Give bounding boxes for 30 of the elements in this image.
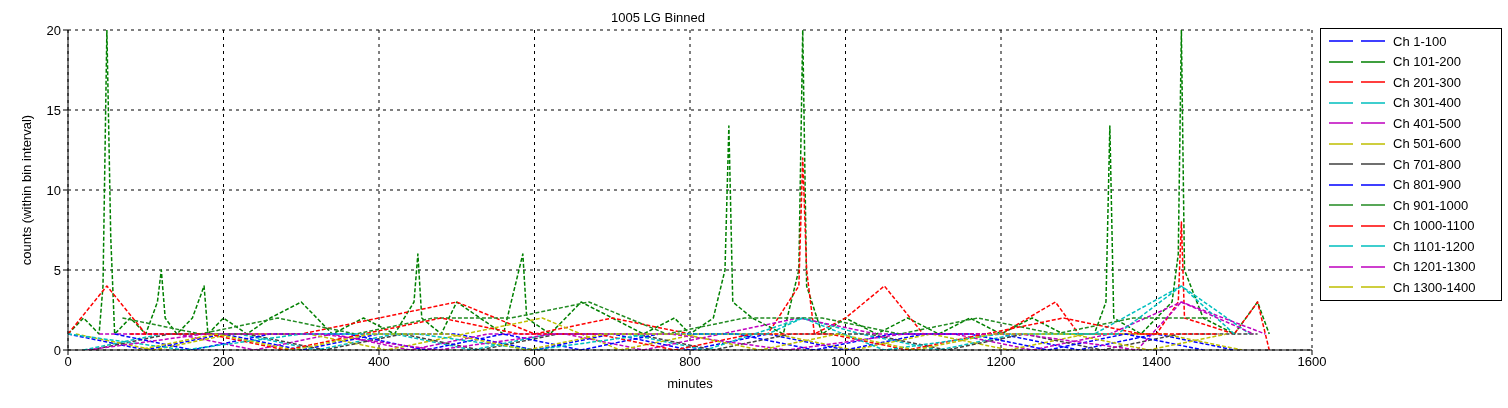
x-tick-label: 800 bbox=[679, 354, 701, 370]
x-tick-label: 0 bbox=[64, 354, 72, 370]
legend-label: Ch 1000-1100 bbox=[1393, 218, 1475, 234]
legend-label: Ch 501-600 bbox=[1393, 136, 1461, 152]
legend-label: Ch 101-200 bbox=[1393, 54, 1461, 70]
x-axis-title: minutes bbox=[667, 376, 714, 391]
legend-label: Ch 901-1000 bbox=[1393, 197, 1469, 213]
x-tick-label: 1000 bbox=[831, 354, 860, 370]
x-tick-label: 1600 bbox=[1297, 354, 1327, 370]
x-tick-label: 600 bbox=[523, 354, 546, 370]
legend-label: Ch 301-400 bbox=[1393, 95, 1461, 111]
legend-label: Ch 801-900 bbox=[1393, 177, 1461, 193]
legend-label: Ch 1101-1200 bbox=[1393, 238, 1475, 254]
y-tick-label: 0 bbox=[53, 342, 61, 358]
x-tick-label: 400 bbox=[368, 354, 390, 370]
legend-label: Ch 1300-1400 bbox=[1393, 279, 1476, 295]
legend-label: Ch 701-800 bbox=[1393, 156, 1461, 172]
legend-label: Ch 201-300 bbox=[1393, 74, 1461, 90]
y-tick-label: 10 bbox=[46, 182, 61, 198]
x-tick-label: 200 bbox=[212, 354, 235, 370]
x-tick-label: 1200 bbox=[986, 354, 1016, 370]
y-tick-label: 20 bbox=[46, 22, 61, 38]
chart-title: 1005 LG Binned bbox=[611, 10, 705, 25]
y-axis-title: counts (within bin interval) bbox=[18, 114, 34, 266]
x-tick-label: 1400 bbox=[1142, 354, 1171, 370]
legend-label: Ch 1201-1300 bbox=[1393, 259, 1476, 275]
legend-label: Ch 1-100 bbox=[1393, 33, 1447, 49]
legend-label: Ch 401-500 bbox=[1393, 115, 1461, 131]
y-tick-label: 15 bbox=[46, 102, 61, 118]
y-tick-label: 5 bbox=[53, 262, 61, 278]
